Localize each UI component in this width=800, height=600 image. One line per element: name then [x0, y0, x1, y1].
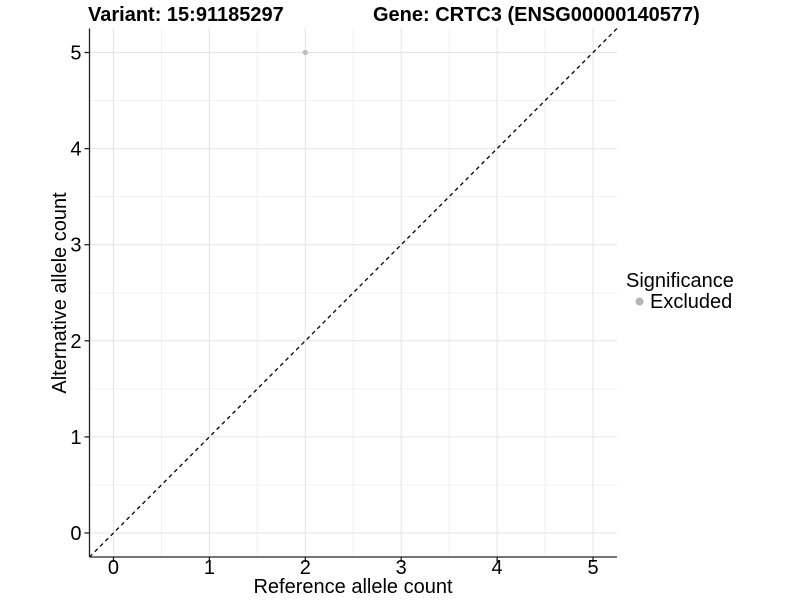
x-tick-label: 5 [587, 557, 598, 579]
plot-title-variant: Variant: 15:91185297 [88, 4, 284, 26]
y-tick-label: 1 [70, 427, 81, 449]
y-tick-label: 0 [70, 523, 81, 545]
legend-label-excluded: Excluded [650, 291, 732, 313]
legend-title: Significance [626, 270, 734, 292]
data-points [302, 49, 308, 56]
data-point [302, 49, 308, 56]
y-tick-label: 5 [70, 43, 81, 65]
legend: Significance Excluded [626, 270, 734, 313]
x-tick-label: 1 [204, 557, 215, 579]
y-axis-label: Alternative allele count [49, 192, 71, 394]
x-tick-label: 2 [300, 557, 311, 579]
x-tick-label: 0 [108, 557, 119, 579]
y-tick-label: 3 [70, 235, 81, 257]
x-tick-label: 3 [396, 557, 407, 579]
plot-title-gene: Gene: CRTC3 (ENSG00000140577) [373, 4, 700, 26]
axes: 0 1 2 3 4 5 0 1 2 3 4 5 [70, 28, 617, 579]
gridlines [89, 28, 617, 557]
y-tick-label: 2 [70, 331, 81, 353]
x-tick-label: 4 [492, 557, 503, 579]
legend-key-excluded-icon [635, 297, 644, 306]
y-tick-label: 4 [70, 139, 81, 161]
x-axis-label: Reference allele count [253, 576, 452, 598]
